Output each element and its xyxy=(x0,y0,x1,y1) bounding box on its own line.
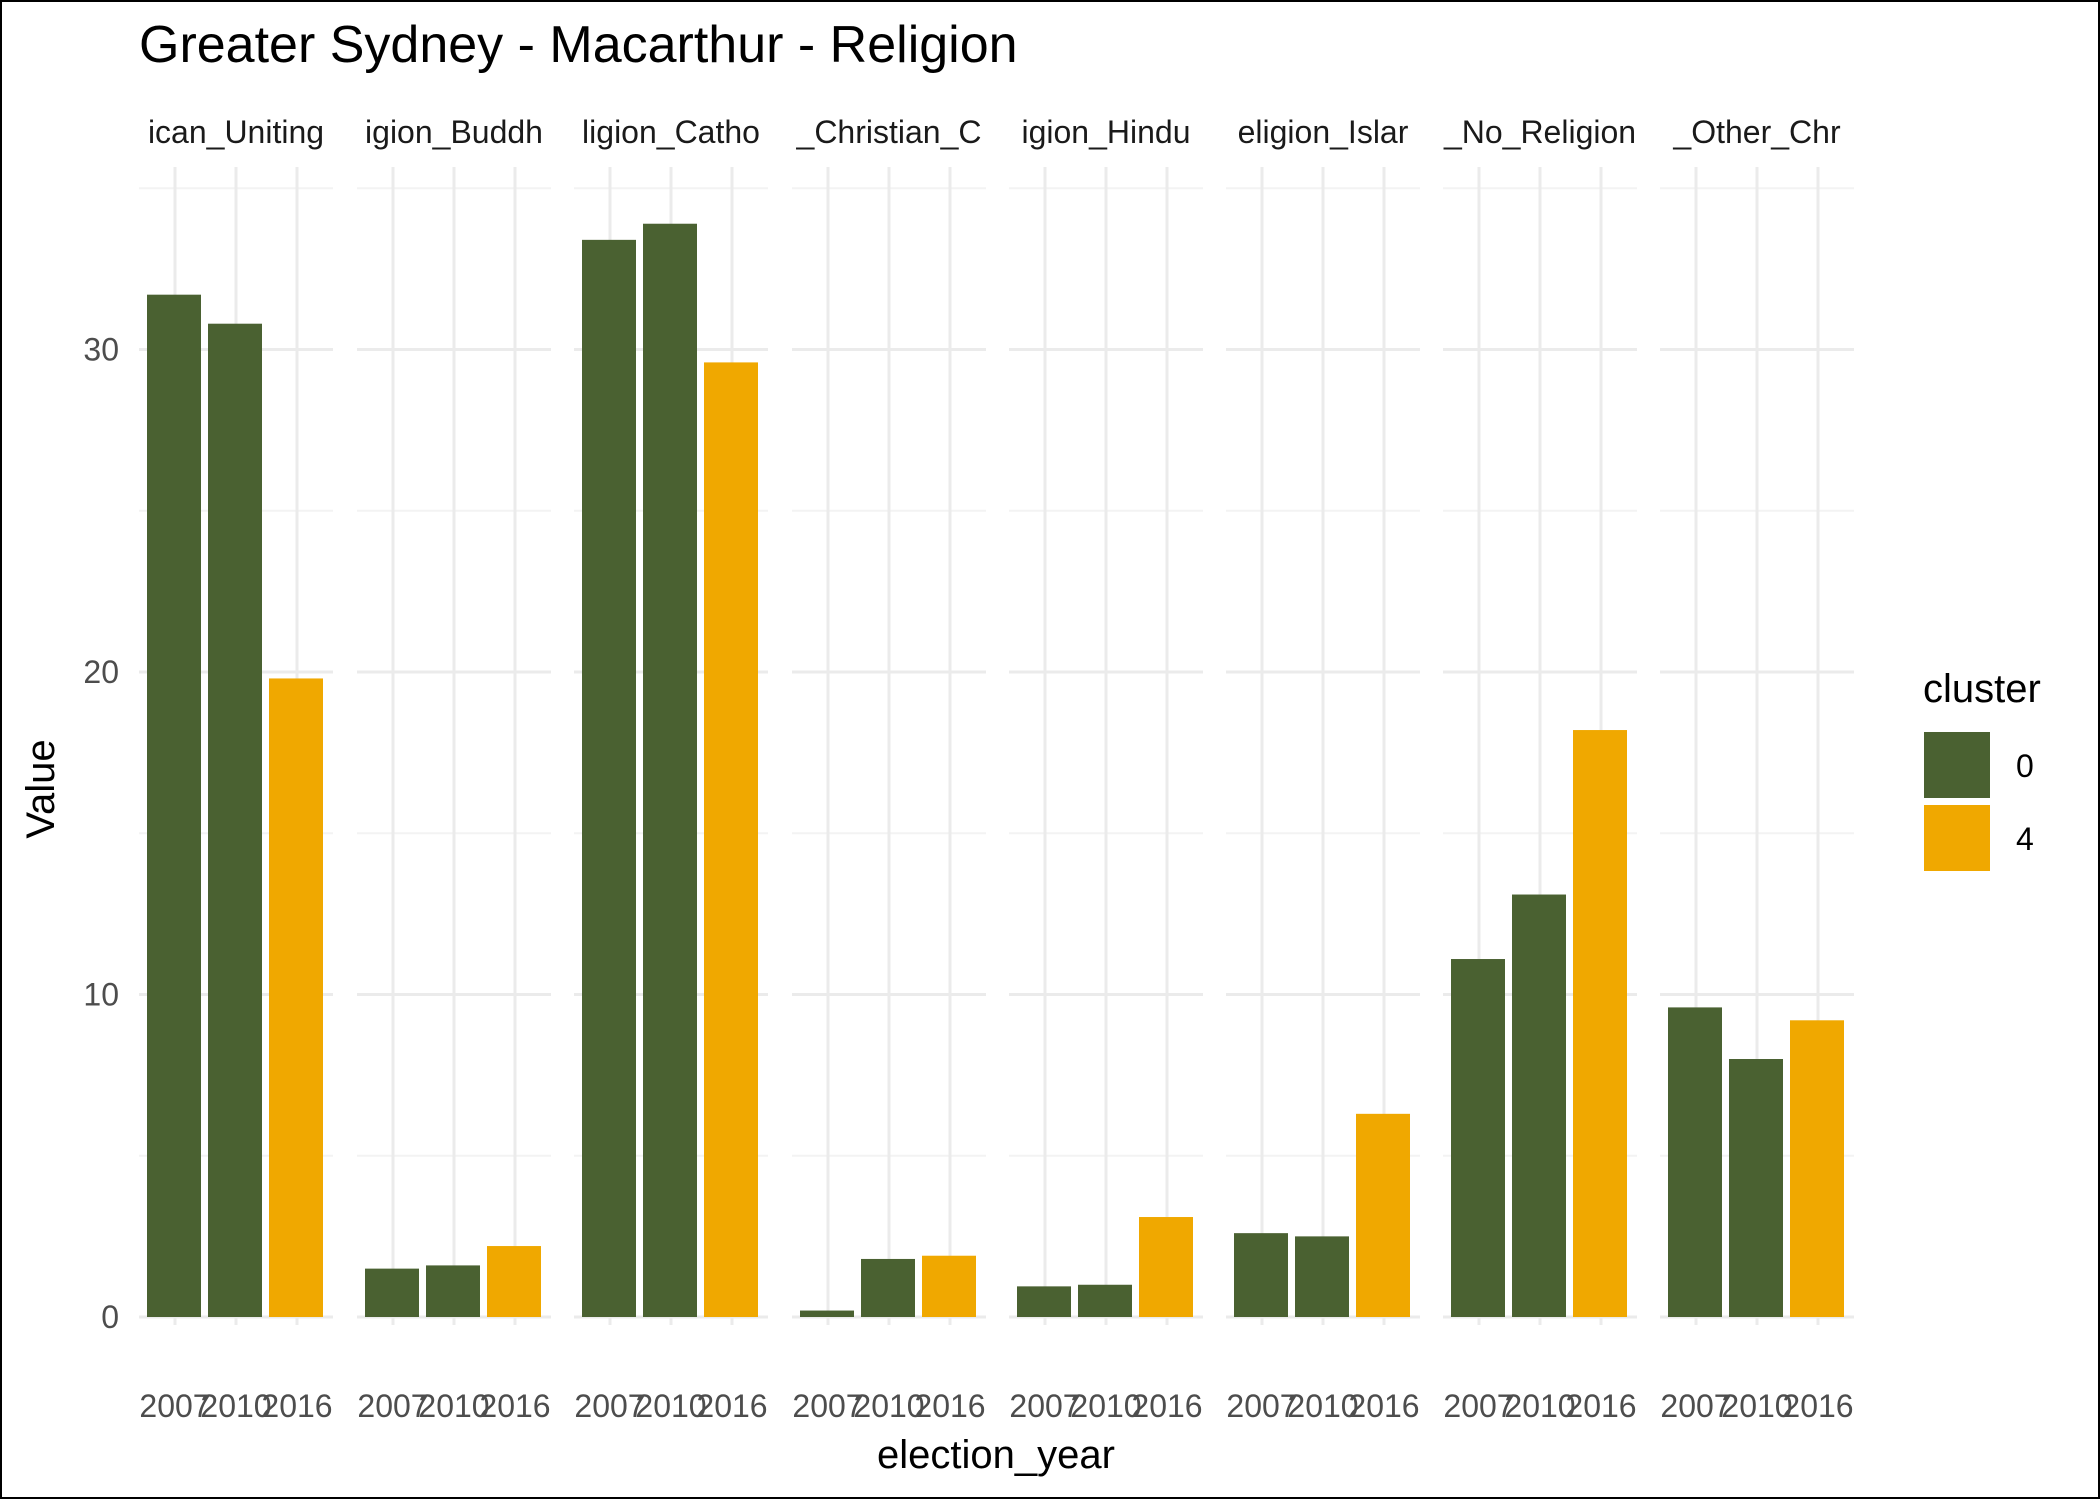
bar xyxy=(582,239,636,1318)
x-tick-label: 2010 xyxy=(200,1388,271,1424)
x-tick-label: 2010 xyxy=(1504,1388,1575,1424)
bar xyxy=(1451,959,1505,1317)
facet-strip-label: _No_Religion xyxy=(1443,114,1636,150)
bar xyxy=(365,1268,419,1317)
x-tick-label: 2007 xyxy=(1443,1388,1514,1424)
bar xyxy=(861,1258,915,1317)
legend-key xyxy=(1924,732,1990,798)
plot-layer: 0102030ican_Uniting200720102016igion_Bud… xyxy=(83,114,1854,1424)
x-tick-label: 2010 xyxy=(1287,1388,1358,1424)
bar xyxy=(426,1265,480,1317)
bar xyxy=(643,223,697,1318)
x-axis-title: election_year xyxy=(877,1433,1115,1477)
x-tick-label: 2016 xyxy=(1565,1388,1636,1424)
bar xyxy=(1017,1286,1071,1317)
x-tick-label: 2007 xyxy=(357,1388,428,1424)
legend-title: cluster xyxy=(1923,667,2041,711)
bar xyxy=(269,678,323,1317)
bar xyxy=(800,1310,854,1317)
bar xyxy=(208,323,262,1317)
y-tick-label: 0 xyxy=(101,1299,119,1335)
y-axis-title: Value xyxy=(19,739,63,838)
bar xyxy=(1573,730,1627,1317)
facet-strip-label: _Other_Chr xyxy=(1672,114,1841,150)
x-tick-label: 2010 xyxy=(1070,1388,1141,1424)
x-tick-label: 2010 xyxy=(418,1388,489,1424)
facet-strip-label: ican_Uniting xyxy=(148,114,324,150)
x-tick-label: 2007 xyxy=(574,1388,645,1424)
x-tick-label: 2016 xyxy=(1782,1388,1853,1424)
bar xyxy=(704,362,758,1317)
x-tick-label: 2007 xyxy=(1009,1388,1080,1424)
x-tick-label: 2016 xyxy=(696,1388,767,1424)
y-tick-label: 30 xyxy=(83,332,119,368)
x-tick-label: 2007 xyxy=(1660,1388,1731,1424)
facet-strip-label: igion_Buddh xyxy=(365,114,543,150)
bar xyxy=(1668,1007,1722,1317)
bar xyxy=(487,1246,541,1317)
facet-strip-label: eligion_Islar xyxy=(1238,114,1409,150)
bar xyxy=(1356,1113,1410,1317)
facet-strip-label: _Christian_C xyxy=(796,114,982,150)
bar xyxy=(922,1255,976,1317)
legend: 04 xyxy=(1924,732,2034,871)
bar xyxy=(1234,1233,1288,1317)
chart-title: Greater Sydney - Macarthur - Religion xyxy=(139,16,1018,74)
bar xyxy=(147,294,201,1317)
y-tick-label: 20 xyxy=(83,654,119,690)
x-tick-label: 2016 xyxy=(914,1388,985,1424)
x-tick-label: 2016 xyxy=(1348,1388,1419,1424)
x-tick-label: 2010 xyxy=(1721,1388,1792,1424)
bar xyxy=(1295,1236,1349,1317)
bar xyxy=(1790,1020,1844,1317)
x-tick-label: 2007 xyxy=(1226,1388,1297,1424)
x-tick-label: 2010 xyxy=(853,1388,924,1424)
bar xyxy=(1729,1059,1783,1317)
x-tick-label: 2016 xyxy=(1131,1388,1202,1424)
legend-key xyxy=(1924,805,1990,871)
x-tick-label: 2007 xyxy=(139,1388,210,1424)
x-tick-label: 2007 xyxy=(792,1388,863,1424)
bar xyxy=(1139,1217,1193,1317)
bar xyxy=(1512,894,1566,1317)
facet-strip-label: ligion_Catho xyxy=(582,114,760,150)
x-tick-label: 2016 xyxy=(479,1388,550,1424)
x-tick-label: 2010 xyxy=(635,1388,706,1424)
legend-label: 0 xyxy=(2016,748,2034,784)
x-tick-label: 2016 xyxy=(261,1388,332,1424)
facet-strip-label: igion_Hindu xyxy=(1021,114,1190,150)
legend-label: 4 xyxy=(2016,821,2034,857)
bar xyxy=(1078,1284,1132,1317)
y-tick-label: 10 xyxy=(83,977,119,1013)
